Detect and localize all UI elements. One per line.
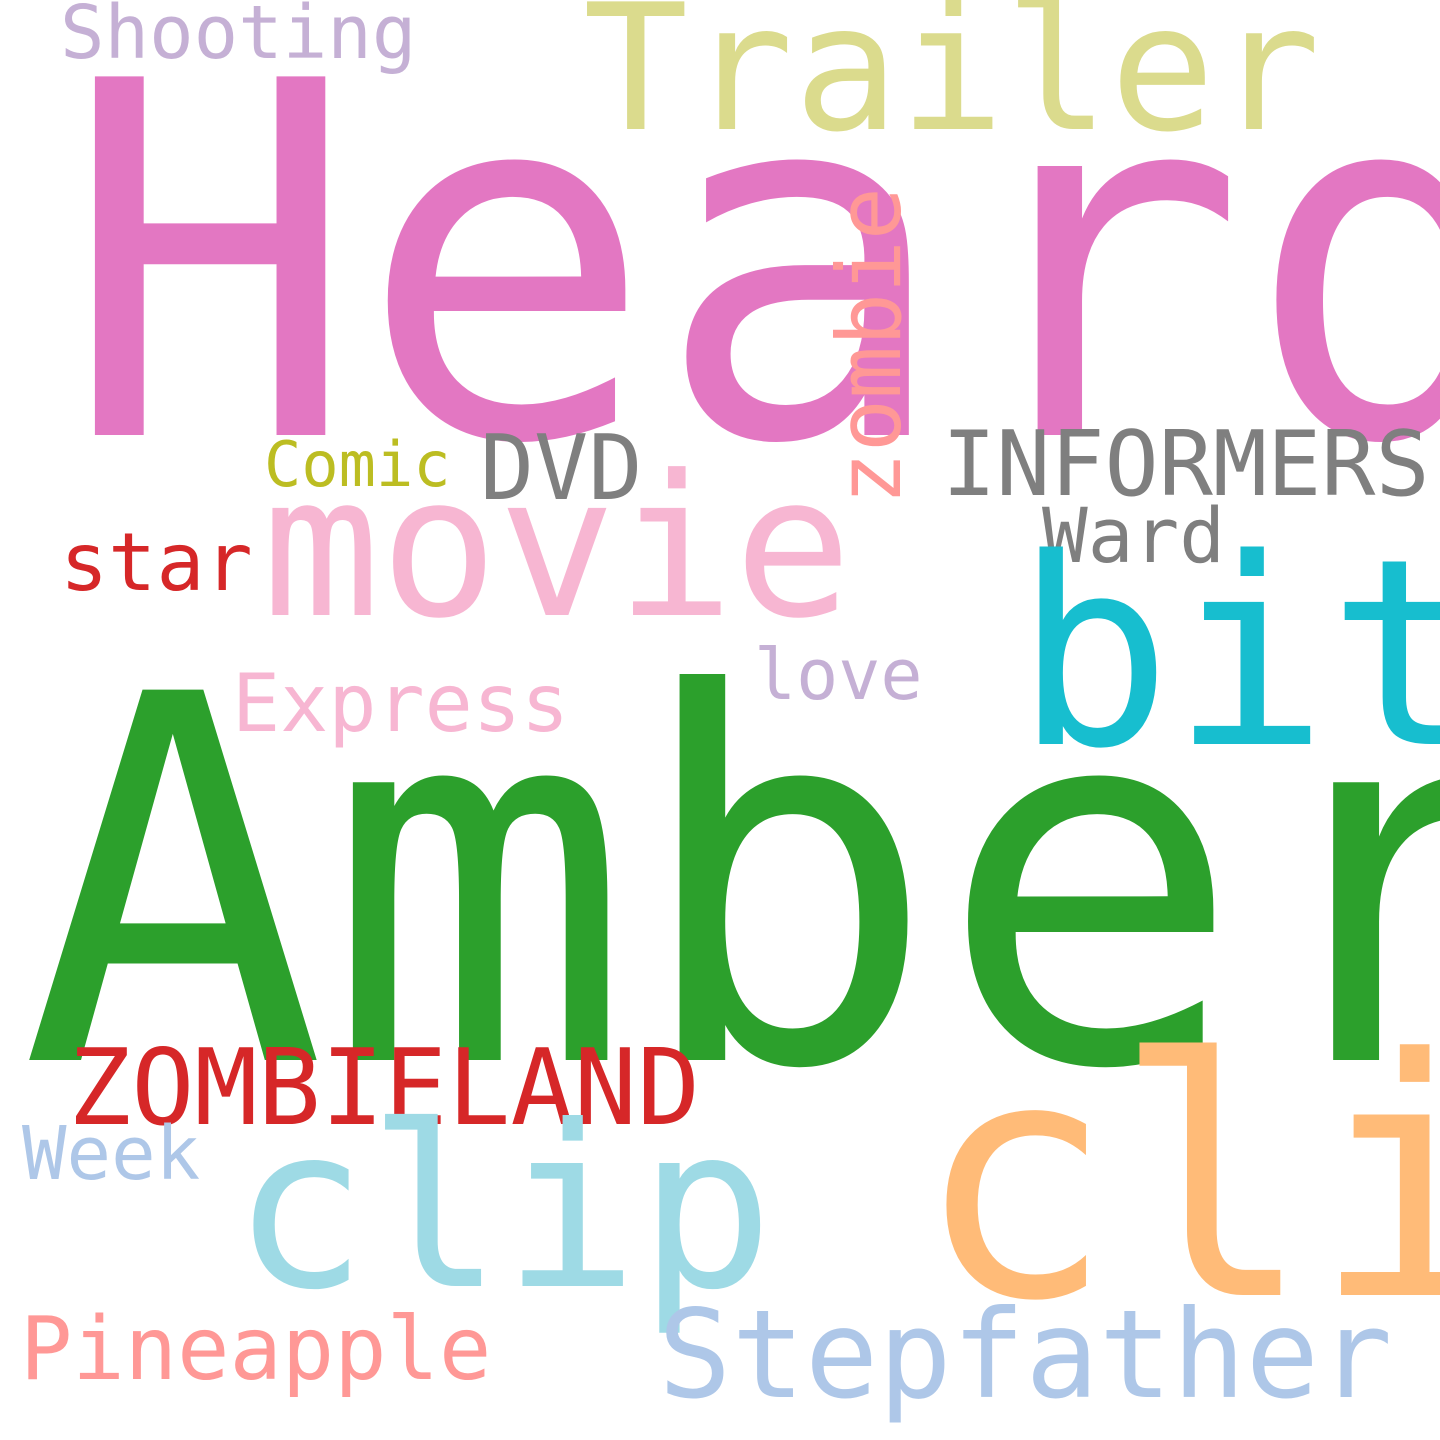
word-week: Week bbox=[22, 1111, 201, 1197]
word-zombieland: ZOMBIELAND bbox=[68, 1027, 701, 1149]
word-heard: Heard bbox=[62, 0, 1440, 552]
word-movie: movie bbox=[262, 434, 853, 662]
word-clip: clip bbox=[232, 1078, 774, 1340]
word-stepfather: Stepfather bbox=[658, 1284, 1393, 1426]
word-shooting: Shooting bbox=[60, 0, 417, 76]
word-bit: bit bbox=[1015, 504, 1440, 806]
word-amber: Amber bbox=[20, 588, 1440, 1180]
word-express: Express bbox=[232, 657, 570, 750]
word-ward: Ward bbox=[1042, 491, 1226, 580]
word-comic: Comic bbox=[264, 428, 451, 501]
word-dvd: DVD bbox=[480, 416, 643, 521]
word-informers: INFORMERS bbox=[942, 412, 1430, 517]
word-love: love bbox=[754, 634, 923, 716]
word-star: star bbox=[60, 516, 253, 609]
word-pineapple: Pineapple bbox=[20, 1298, 492, 1400]
word-trailer: Trailer bbox=[583, 0, 1321, 171]
word-cli: cli bbox=[915, 989, 1440, 1373]
